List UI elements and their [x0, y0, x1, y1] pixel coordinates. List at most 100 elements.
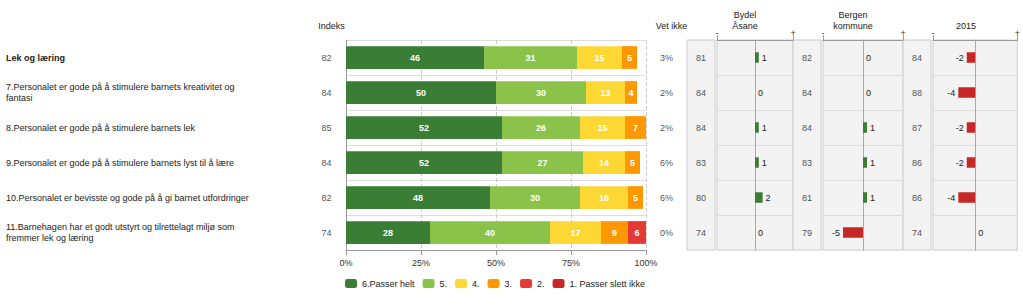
svg-text:82: 82: [321, 193, 331, 203]
svg-text:Lek og læring: Lek og læring: [6, 53, 65, 63]
svg-text:5: 5: [633, 193, 638, 203]
svg-text:81: 81: [696, 53, 706, 63]
svg-text:0%: 0%: [339, 258, 352, 268]
svg-text:0: 0: [758, 228, 763, 238]
svg-text:84: 84: [321, 158, 331, 168]
svg-text:84: 84: [912, 53, 922, 63]
svg-text:100%: 100%: [634, 258, 657, 268]
svg-text:30: 30: [530, 193, 540, 203]
svg-text:2.: 2.: [537, 279, 545, 289]
svg-text:-2: -2: [956, 123, 964, 133]
svg-text:11.Barnehagen har et godt utst: 11.Barnehagen har et godt utstyrt og til…: [6, 222, 234, 232]
svg-text:40: 40: [485, 228, 495, 238]
svg-text:3.: 3.: [505, 279, 513, 289]
svg-text:81: 81: [802, 193, 812, 203]
svg-text:17: 17: [570, 228, 580, 238]
svg-text:0: 0: [758, 88, 763, 98]
svg-text:5: 5: [630, 158, 635, 168]
svg-text:-2: -2: [956, 158, 964, 168]
svg-text:26: 26: [536, 123, 546, 133]
svg-text:1: 1: [870, 123, 875, 133]
svg-text:1: 1: [870, 158, 875, 168]
svg-text:5.: 5.: [440, 279, 448, 289]
svg-text:Bergen: Bergen: [838, 10, 867, 20]
svg-text:74: 74: [696, 228, 706, 238]
svg-text:88: 88: [912, 88, 922, 98]
svg-text:15: 15: [597, 123, 607, 133]
svg-text:8.Personalet er gode på å stim: 8.Personalet er gode på å stimulere barn…: [6, 123, 196, 133]
svg-text:fantasi: fantasi: [6, 93, 33, 103]
svg-text:86: 86: [912, 193, 922, 203]
svg-text:79: 79: [802, 228, 812, 238]
svg-text:25%: 25%: [412, 258, 430, 268]
svg-text:82: 82: [802, 53, 812, 63]
svg-text:52: 52: [419, 158, 429, 168]
svg-text:-: -: [932, 28, 935, 38]
svg-text:6: 6: [634, 228, 639, 238]
svg-text:86: 86: [912, 158, 922, 168]
svg-text:13: 13: [600, 88, 610, 98]
svg-text:0: 0: [866, 53, 871, 63]
svg-text:0: 0: [978, 228, 983, 238]
svg-text:83: 83: [696, 158, 706, 168]
svg-text:84: 84: [802, 123, 812, 133]
svg-text:kommune: kommune: [833, 21, 873, 31]
svg-text:75%: 75%: [562, 258, 580, 268]
svg-text:7: 7: [633, 123, 638, 133]
svg-text:1: 1: [762, 158, 767, 168]
svg-text:10.Personalet er bevisste og g: 10.Personalet er bevisste og gode på å g…: [6, 193, 249, 203]
svg-text:6%: 6%: [660, 158, 673, 168]
svg-text:5: 5: [627, 53, 632, 63]
svg-text:9: 9: [612, 228, 617, 238]
svg-text:48: 48: [413, 193, 423, 203]
svg-text:+: +: [900, 28, 905, 38]
svg-text:74: 74: [912, 228, 922, 238]
svg-text:Bydel: Bydel: [734, 10, 757, 20]
svg-text:14: 14: [599, 158, 609, 168]
svg-text:-4: -4: [947, 193, 955, 203]
svg-text:1: 1: [762, 123, 767, 133]
svg-text:27: 27: [537, 158, 547, 168]
svg-text:84: 84: [696, 88, 706, 98]
svg-text:28: 28: [383, 228, 393, 238]
svg-text:74: 74: [321, 228, 331, 238]
svg-text:1: 1: [762, 53, 767, 63]
svg-text:2%: 2%: [660, 123, 673, 133]
svg-text:3%: 3%: [660, 53, 673, 63]
svg-text:Vet ikke: Vet ikke: [656, 21, 688, 31]
svg-text:83: 83: [802, 158, 812, 168]
svg-text:0%: 0%: [660, 228, 673, 238]
svg-text:6%: 6%: [660, 193, 673, 203]
svg-text:31: 31: [525, 53, 535, 63]
svg-text:30: 30: [536, 88, 546, 98]
svg-text:1. Passer slett ikke: 1. Passer slett ikke: [570, 279, 646, 289]
svg-text:-: -: [822, 28, 825, 38]
svg-text:2015: 2015: [956, 21, 976, 31]
svg-text:9.Personalet er gode på å stim: 9.Personalet er gode på å stimulere barn…: [6, 158, 234, 168]
svg-text:0: 0: [866, 88, 871, 98]
svg-text:1: 1: [870, 193, 875, 203]
svg-text:4: 4: [628, 88, 633, 98]
svg-text:46: 46: [410, 53, 420, 63]
svg-text:Indeks: Indeks: [318, 21, 345, 31]
svg-text:50%: 50%: [487, 258, 505, 268]
svg-text:84: 84: [321, 88, 331, 98]
svg-text:-4: -4: [947, 88, 955, 98]
svg-text:-5: -5: [832, 228, 840, 238]
svg-text:6.Passer helt: 6.Passer helt: [362, 279, 415, 289]
svg-text:80: 80: [696, 193, 706, 203]
svg-text:7.Personalet er gode på å stim: 7.Personalet er gode på å stimulere barn…: [6, 82, 235, 92]
svg-text:15: 15: [594, 53, 604, 63]
svg-text:84: 84: [802, 88, 812, 98]
svg-text:Åsane: Åsane: [732, 21, 758, 31]
svg-text:84: 84: [696, 123, 706, 133]
svg-text:+: +: [790, 28, 795, 38]
svg-text:fremmer lek og læring: fremmer lek og læring: [6, 233, 94, 243]
svg-text:50: 50: [416, 88, 426, 98]
svg-text:-2: -2: [956, 53, 964, 63]
svg-text:-: -: [716, 28, 719, 38]
svg-text:+: +: [1015, 28, 1020, 38]
svg-text:85: 85: [321, 123, 331, 133]
svg-text:2: 2: [766, 193, 771, 203]
svg-text:82: 82: [321, 53, 331, 63]
